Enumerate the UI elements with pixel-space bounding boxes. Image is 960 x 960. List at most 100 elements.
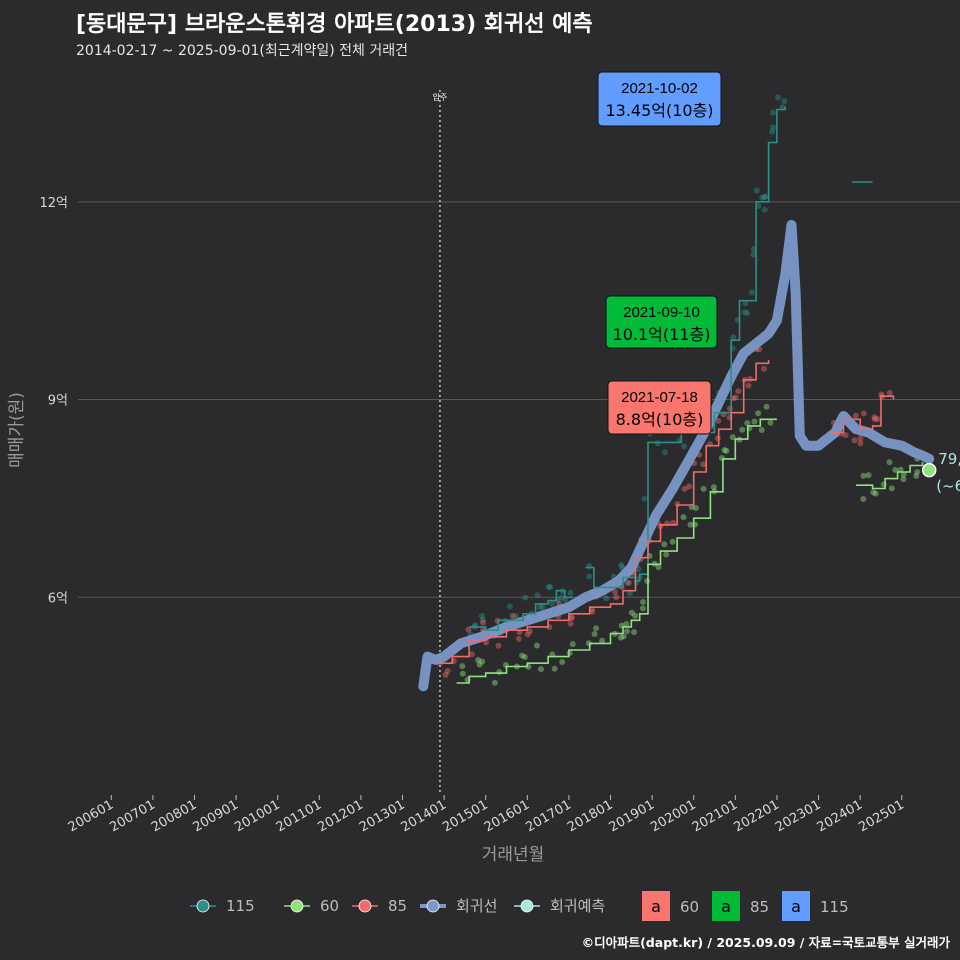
- scatter-point: [751, 418, 758, 425]
- x-axis-title: 거래년월: [482, 845, 545, 865]
- legend-label: 60: [320, 897, 339, 915]
- scatter-point: [700, 485, 707, 492]
- scatter-point: [617, 634, 624, 641]
- scatter-point: [626, 590, 633, 597]
- scatter-point: [781, 98, 788, 105]
- scatter-point: [723, 447, 730, 454]
- scatter-point: [641, 495, 648, 502]
- forecast-area-label: (~60㎡): [936, 477, 960, 495]
- x-tick-label: 202101: [690, 797, 740, 835]
- scatter-point: [479, 658, 486, 665]
- scatter-point: [534, 592, 541, 599]
- scatter-point: [611, 589, 618, 596]
- x-tick-label: 200701: [107, 797, 157, 835]
- scatter-point: [860, 472, 867, 479]
- scatter-point: [874, 416, 881, 423]
- scatter-point: [524, 631, 531, 638]
- x-tick-label: 200601: [66, 797, 116, 835]
- scatter-point: [760, 365, 767, 372]
- move-in-label: 입주: [433, 93, 448, 102]
- annotation-value: 13.45억(10층): [605, 101, 713, 120]
- scatter-point: [593, 625, 600, 632]
- legend-box-label: 115: [820, 898, 849, 916]
- forecast-point: [921, 462, 937, 478]
- y-tick-label: 12억: [39, 196, 68, 211]
- scatter-point: [539, 604, 546, 611]
- scatter-point: [686, 483, 693, 490]
- scatter-point: [761, 194, 768, 201]
- scatter-point: [860, 495, 867, 502]
- x-tick-label: 202401: [815, 797, 865, 835]
- legend-label: 115: [226, 897, 255, 915]
- scatter-point: [613, 594, 620, 601]
- legend-glyph: a: [651, 897, 661, 916]
- x-tick-label: 200901: [191, 797, 241, 835]
- legend-point-key: [358, 899, 372, 913]
- series-60-line: [456, 418, 777, 684]
- scatter-point: [625, 579, 632, 586]
- scatter-point: [496, 668, 503, 675]
- scatter-point: [886, 459, 893, 466]
- scatter-point: [632, 612, 639, 619]
- annotation-date: 2021-07-18: [621, 389, 698, 406]
- chart-subtitle: 2014-02-17 ~ 2025-09-01(최근계약일) 전체 거래건: [76, 43, 408, 59]
- scatter-point: [620, 633, 627, 640]
- scatter-point: [491, 679, 498, 686]
- scatter-point: [842, 432, 849, 439]
- scatter-point: [755, 410, 762, 417]
- scatter-point: [465, 626, 472, 633]
- x-tick-label: 201201: [315, 797, 365, 835]
- scatter-point: [914, 469, 921, 476]
- scatter-point: [537, 604, 544, 611]
- legend-point-key: [196, 899, 210, 913]
- scatter-point: [900, 476, 907, 483]
- x-tick-label: 201001: [232, 797, 282, 835]
- annotation-value: 10.1억(11층): [613, 325, 711, 344]
- forecast-price-label: 79,300: [938, 450, 960, 468]
- legend-color-box: [642, 891, 670, 921]
- regression-line: [418, 219, 935, 692]
- scatter-point: [562, 596, 569, 603]
- scatter-point: [475, 657, 482, 664]
- annotation-box: [605, 295, 718, 349]
- scatter-point: [559, 658, 566, 665]
- scatter-point: [661, 541, 668, 548]
- scatter-point: [767, 419, 774, 426]
- scatter-point: [639, 605, 646, 612]
- scatter-point: [526, 628, 533, 635]
- scatter-point: [732, 394, 739, 401]
- scatter-point: [478, 612, 485, 619]
- scatter-point: [715, 417, 722, 424]
- scatter-point: [681, 485, 688, 492]
- scatter-point: [495, 642, 502, 649]
- series-60-line: [856, 462, 924, 490]
- scatter-point: [700, 461, 707, 468]
- source-credit: ©디아파트(dapt.kr) / 2025.09.09 / 자료=국토교통부 실…: [581, 935, 950, 950]
- annotation-box: [607, 380, 712, 435]
- scatter-point: [710, 484, 717, 491]
- scatter-point: [721, 447, 728, 454]
- x-tick-label: 201601: [482, 797, 532, 835]
- scatter-point: [865, 472, 872, 479]
- scatter-point: [749, 289, 756, 296]
- scatter-point: [655, 564, 662, 571]
- legend-color-box: [782, 891, 810, 921]
- x-tick-label: 202501: [856, 797, 906, 835]
- scatter-point: [741, 309, 748, 316]
- scatter-point: [714, 435, 721, 442]
- annotation-date: 2021-10-02: [621, 80, 698, 97]
- scatter-point: [459, 663, 466, 670]
- series-115-line: [469, 589, 574, 631]
- scatter-point: [870, 489, 877, 496]
- scatter-point: [654, 440, 661, 447]
- legend-glyph: a: [791, 897, 801, 916]
- legend-label: 85: [388, 897, 407, 915]
- scatter-point: [569, 641, 576, 648]
- scatter-point: [774, 94, 781, 101]
- x-tick-label: 201801: [565, 797, 615, 835]
- scatter-point: [762, 193, 769, 200]
- scatter-point: [892, 466, 899, 473]
- scatter-point: [480, 619, 487, 626]
- scatter-point: [631, 629, 638, 636]
- annotation-value: 8.8억(10층): [616, 410, 704, 429]
